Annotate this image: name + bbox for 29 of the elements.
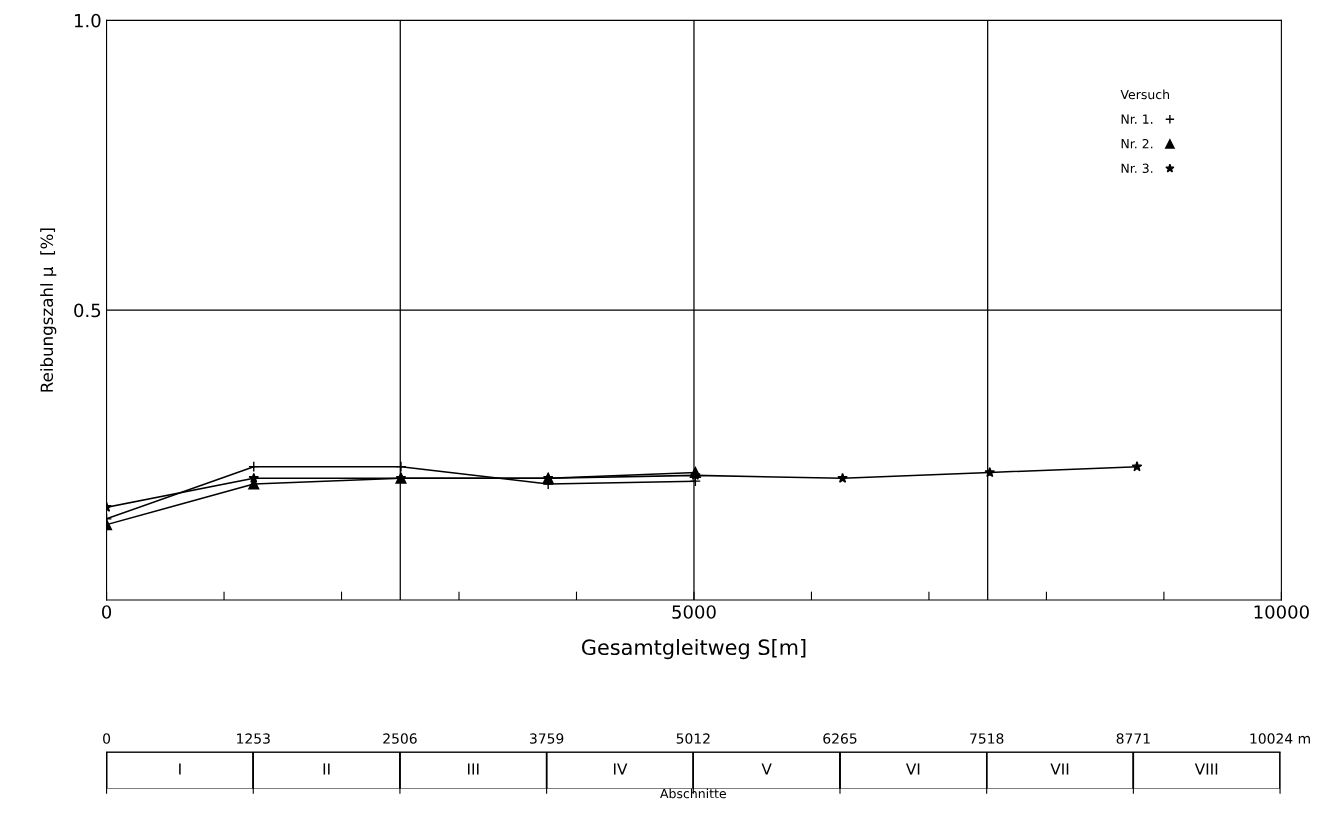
series-label: V (761, 763, 772, 775)
series-label: II (323, 763, 330, 775)
legend-label: Nr. 1. (1121, 114, 1153, 124)
x-axis-title: Gesamtgleitweg S[m] (581, 639, 806, 660)
series-label: VIII (1194, 763, 1218, 775)
series-label: IV (613, 763, 628, 775)
legend-title: Versuch (1120, 89, 1170, 100)
x-tick-label: 3759 (530, 733, 564, 744)
series-label: VI (905, 763, 920, 775)
series-label: VII (1050, 763, 1069, 775)
x-axis-title: Abschnitte (660, 788, 726, 799)
series-label: I (179, 763, 181, 775)
y-tick-label: 0.5 (74, 303, 101, 318)
legend-label: Nr. 3. (1121, 163, 1153, 174)
y-tick-label: 1.0 (74, 13, 101, 28)
x-tick-label: 1253 (237, 733, 270, 744)
x-tick-label: 5012 (676, 733, 710, 744)
x-tick-label: 2506 (383, 733, 417, 744)
x-tick-label: 0 (102, 605, 112, 619)
y-axis-title: Reibungszahl μ [%] (40, 228, 57, 392)
x-tick-label: 10024 m (1250, 733, 1310, 744)
x-tick-label: 10000 (1254, 605, 1309, 619)
legend-label: Nr. 2. (1121, 138, 1153, 149)
x-tick-label: 7518 (970, 733, 1004, 744)
x-tick-label: 5000 (672, 605, 716, 619)
x-tick-label: 8771 (1116, 733, 1150, 744)
x-tick-label: 0 (103, 733, 111, 744)
x-tick-label: 6265 (823, 733, 857, 744)
series-label: III (468, 763, 479, 775)
